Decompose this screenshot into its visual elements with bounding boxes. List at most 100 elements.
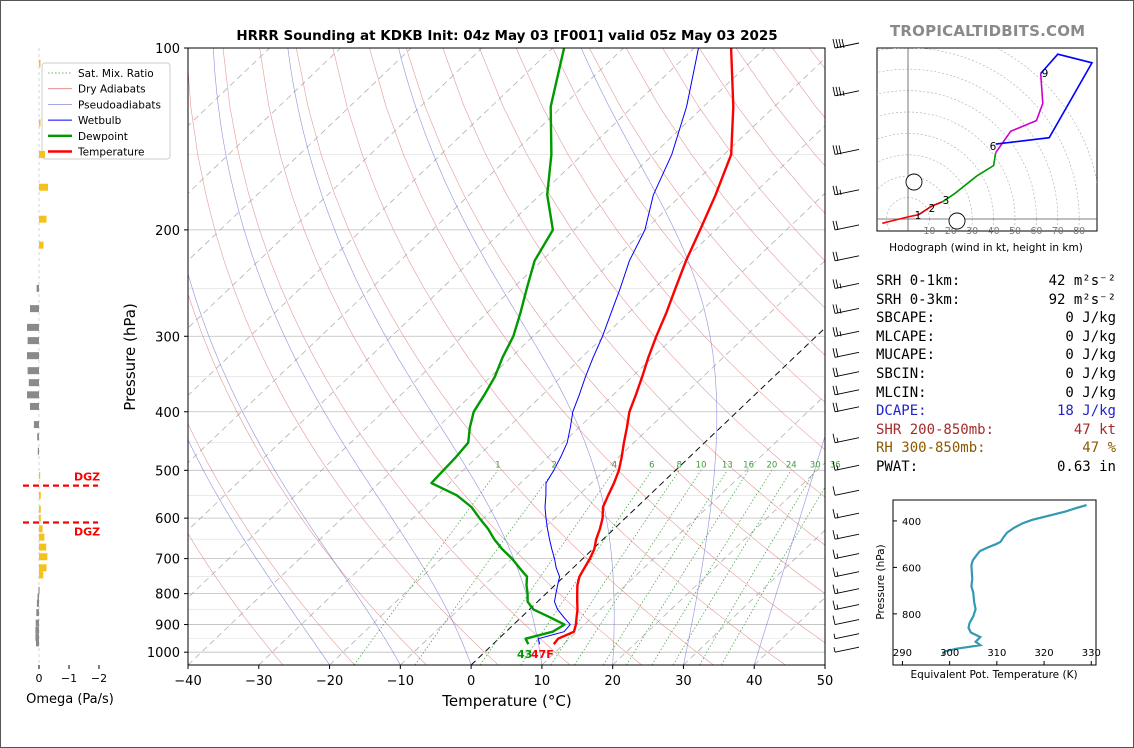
legend-entry: Dewpoint — [78, 131, 128, 143]
wind-barb — [833, 633, 860, 640]
theta-e-x-tick-label: 290 — [893, 648, 912, 659]
omega-bar — [39, 150, 45, 158]
legend-box — [41, 62, 171, 160]
hodograph-ring-label: 30 — [966, 226, 978, 237]
mixing-ratio-line — [602, 470, 728, 665]
wind-barb — [832, 461, 860, 471]
omega-bar — [35, 626, 39, 634]
barb-half-feather — [839, 308, 842, 314]
omega-bar — [39, 59, 41, 67]
stat-row: PWAT: 0.63 in — [876, 458, 1116, 477]
wind-barb — [832, 251, 860, 262]
y-tick-label: 400 — [155, 406, 180, 421]
wind-barb — [832, 385, 860, 396]
hodograph-height-label: 6 — [990, 141, 997, 153]
barb-half-feather — [839, 331, 842, 337]
wind-barb — [832, 185, 860, 196]
omega-bar — [37, 433, 39, 441]
mixing-ratio-line — [721, 486, 825, 665]
series-dewpoint — [430, 48, 566, 645]
x-axis-label: Temperature (°C) — [441, 692, 571, 710]
mixing-ratio-line — [626, 470, 749, 665]
dry-adiabat — [332, 48, 786, 665]
wind-barb — [832, 38, 860, 49]
omega-bar — [35, 633, 39, 641]
wind-barb — [832, 433, 860, 444]
barb-feather — [835, 185, 839, 195]
omega-bar — [33, 421, 39, 429]
barb-feather — [832, 145, 836, 155]
omega-bar — [39, 533, 45, 541]
wind-barb — [832, 600, 860, 610]
barb-staff — [834, 512, 860, 519]
legend-entry: Wetbulb — [78, 115, 122, 127]
mixing-ratio-label: 24 — [786, 460, 797, 470]
barb-feather — [832, 584, 836, 594]
wind-barb — [832, 615, 860, 625]
y-tick-label: 100 — [155, 42, 180, 57]
omega-tick-label: −1 — [61, 672, 77, 685]
barb-staff — [834, 148, 860, 155]
barb-feather — [832, 402, 836, 412]
mixing-ratio-label: 36 — [830, 460, 841, 470]
hodograph-ring-label: 20 — [945, 226, 957, 237]
mixing-ratio-line — [353, 470, 499, 665]
omega-bar — [39, 514, 41, 522]
barb-staff — [834, 464, 860, 471]
hodograph-height-label: 2 — [929, 203, 936, 215]
pseudoadiabat — [580, 48, 718, 665]
barb-staff — [834, 489, 860, 496]
barb-half-feather — [839, 189, 842, 195]
barb-staff — [834, 604, 860, 610]
dry-adiabat — [188, 423, 355, 665]
barb-feather — [832, 530, 836, 540]
dry-adiabat — [515, 48, 825, 450]
dry-adiabat — [552, 48, 825, 403]
barb-feather — [835, 348, 839, 358]
barb-feather — [832, 185, 836, 195]
barb-staff — [834, 533, 860, 540]
omega-bar — [39, 183, 48, 191]
barb-feather — [835, 279, 839, 289]
y-tick-label: 500 — [155, 464, 180, 479]
wind-barb — [832, 509, 860, 519]
barb-feather — [841, 38, 845, 49]
x-tick-label: 20 — [604, 674, 621, 689]
stat-row: SHR 200-850mb: 47 kt — [876, 421, 1116, 440]
barb-feather — [835, 367, 839, 377]
hodograph-ring-label: 40 — [988, 226, 1000, 237]
barb-feather — [832, 600, 836, 610]
dgz-label: DGZ — [74, 525, 100, 538]
mixing-ratio-line — [699, 470, 816, 665]
mixing-ratio-labels: 1 2 4 6 8 10 13 16 20 24 30 36 — [495, 460, 840, 470]
barb-half-feather — [836, 465, 839, 471]
barb-feather — [832, 509, 836, 519]
x-tick-label: −30 — [245, 674, 272, 689]
stat-value: 92 m²s⁻² — [1048, 291, 1116, 308]
barb-feather — [832, 385, 836, 395]
y-tick-label: 300 — [155, 330, 180, 345]
barb-feather — [838, 145, 842, 155]
omega-bar — [30, 402, 39, 410]
theta-e-x-tick-label: 320 — [1035, 648, 1054, 659]
x-tick-label: 0 — [467, 674, 475, 689]
isotherm — [188, 57, 825, 665]
stat-value: 0 J/kg — [1065, 384, 1116, 401]
barb-feather — [832, 549, 836, 559]
series-temperature — [552, 48, 735, 645]
stat-label: SHR 200-850mb: — [876, 421, 995, 438]
dgz-label: DGZ — [74, 471, 100, 484]
legend-entry: Pseudoadiabats — [78, 99, 161, 111]
surface-temperature-annotation: 47F — [531, 648, 554, 661]
barb-staff — [834, 90, 860, 97]
sounding-stats-panel: SRH 0-1km: 42 m²s⁻² SRH 0-3km: 92 m²s⁻² SBCA… — [876, 272, 1116, 477]
barb-half-feather — [836, 534, 839, 540]
dry-adiabat — [188, 532, 284, 665]
barb-feather — [832, 38, 836, 49]
stat-label: MLCIN: — [876, 384, 927, 401]
omega-axis-label: Omega (Pa/s) — [26, 692, 114, 707]
dry-adiabat — [259, 48, 642, 665]
skew-t-plot-area — [188, 48, 825, 665]
wind-barb — [832, 86, 860, 97]
omega-bar — [39, 491, 41, 499]
